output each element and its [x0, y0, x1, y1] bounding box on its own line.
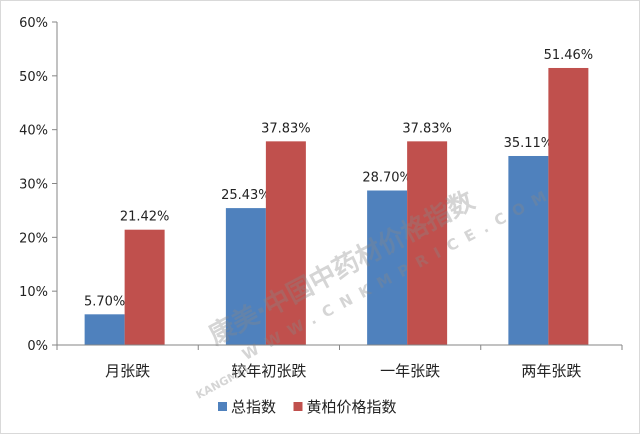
legend-label: 黄柏价格指数 [307, 398, 397, 416]
y-tick-label: 50% [19, 70, 48, 85]
bar-total-index [508, 155, 549, 345]
bar-huangbai-index [124, 229, 165, 345]
bar-total-index [367, 190, 408, 345]
data-label: 51.46% [544, 48, 594, 63]
data-label: 35.11% [504, 136, 554, 151]
legend-swatch [218, 402, 227, 411]
legend-swatch [293, 402, 303, 411]
y-tick-label: 10% [19, 285, 48, 300]
bar-total-index [225, 208, 266, 345]
data-label: 25.43% [221, 188, 271, 203]
y-tick-label: 30% [19, 178, 48, 193]
bar-huangbai-index [265, 141, 306, 345]
y-tick-label: 0% [27, 339, 48, 354]
data-label: 37.83% [402, 121, 452, 136]
y-tick-label: 20% [19, 231, 48, 246]
x-tick-label: 一年张跌 [380, 362, 440, 380]
y-tick-label: 40% [19, 124, 48, 139]
data-label: 5.70% [84, 294, 125, 309]
data-label: 37.83% [261, 121, 311, 136]
data-label: 28.70% [362, 170, 412, 185]
y-tick-label: 60% [19, 16, 48, 31]
data-label: 21.42% [120, 210, 170, 225]
bar-huangbai-index [548, 67, 589, 345]
x-tick-label: 月张跌 [105, 362, 150, 380]
x-tick-label: 两年张跌 [521, 362, 581, 380]
x-tick-label: 较年初张跌 [231, 362, 306, 380]
legend: 总指数 黄柏价格指数 [218, 398, 397, 416]
bar-huangbai-index [407, 141, 448, 345]
legend-label: 总指数 [231, 398, 276, 416]
bar-total-index [84, 314, 125, 345]
